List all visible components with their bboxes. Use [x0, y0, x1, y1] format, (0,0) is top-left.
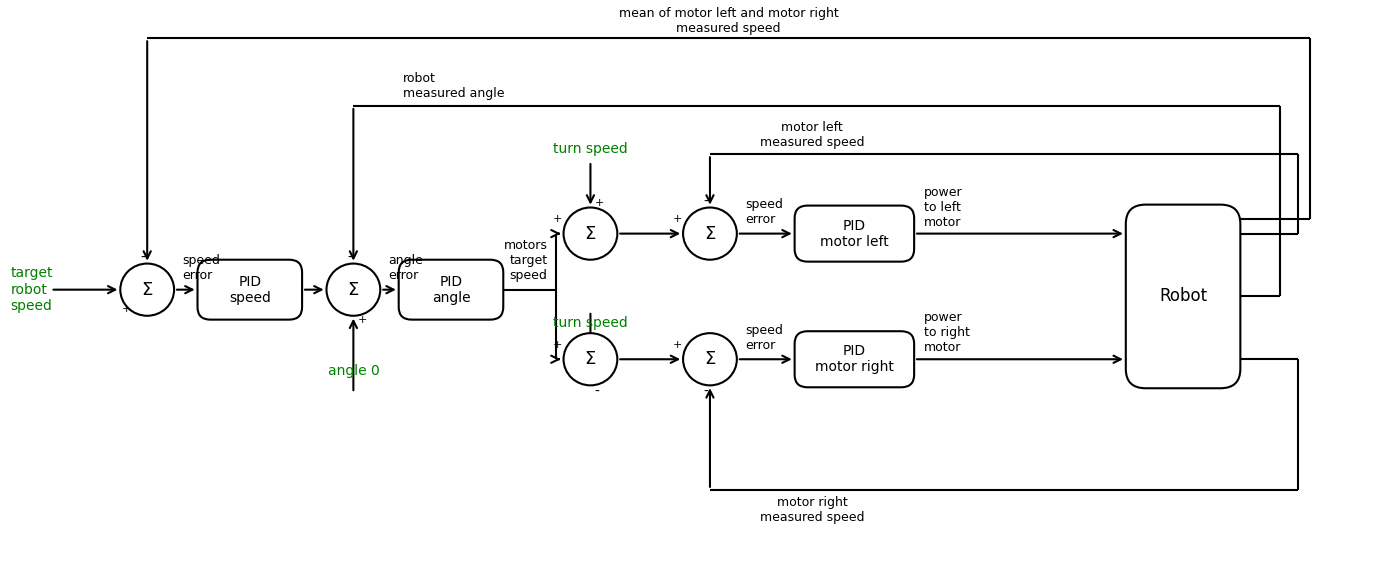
Text: $\Sigma$: $\Sigma$ — [704, 350, 715, 368]
Text: turn speed: turn speed — [553, 142, 627, 157]
Text: speed
error: speed error — [745, 198, 783, 226]
Text: mean of motor left and motor right
measured speed: mean of motor left and motor right measu… — [619, 7, 839, 34]
Text: +: + — [553, 214, 563, 224]
Text: -: - — [704, 384, 708, 398]
Text: PID
angle: PID angle — [431, 275, 470, 305]
Text: +: + — [357, 315, 367, 325]
Text: target
robot
speed: target robot speed — [11, 267, 53, 313]
Text: power
to left
motor: power to left motor — [924, 186, 963, 229]
Text: PID
speed: PID speed — [228, 275, 270, 305]
FancyBboxPatch shape — [795, 331, 914, 387]
Circle shape — [120, 264, 174, 316]
Text: motors
target
speed: motors target speed — [504, 239, 547, 282]
FancyBboxPatch shape — [197, 260, 302, 320]
Circle shape — [683, 333, 736, 385]
Circle shape — [683, 207, 736, 260]
Text: angle
error: angle error — [388, 254, 423, 282]
Circle shape — [564, 333, 617, 385]
Text: -: - — [347, 250, 351, 264]
FancyBboxPatch shape — [795, 206, 914, 262]
Text: +: + — [553, 340, 563, 350]
Text: angle 0: angle 0 — [328, 364, 379, 378]
Text: speed
error: speed error — [182, 254, 220, 282]
Text: $\Sigma$: $\Sigma$ — [584, 225, 596, 242]
FancyBboxPatch shape — [399, 260, 503, 320]
Text: motor right
measured speed: motor right measured speed — [760, 496, 864, 524]
Text: robot
measured angle: robot measured angle — [403, 72, 504, 100]
Text: motor left
measured speed: motor left measured speed — [760, 120, 864, 149]
Text: +: + — [672, 340, 682, 350]
Text: +: + — [595, 198, 603, 208]
Text: -: - — [704, 194, 708, 208]
Text: $\Sigma$: $\Sigma$ — [141, 281, 154, 299]
Text: $\Sigma$: $\Sigma$ — [347, 281, 360, 299]
Text: -: - — [595, 384, 599, 398]
Circle shape — [326, 264, 381, 316]
Text: power
to right
motor: power to right motor — [924, 311, 970, 354]
Circle shape — [564, 207, 617, 260]
Text: PID
motor left: PID motor left — [820, 219, 889, 249]
FancyBboxPatch shape — [1126, 205, 1240, 388]
Text: $\Sigma$: $\Sigma$ — [704, 225, 715, 242]
Text: +: + — [672, 214, 682, 224]
Text: Robot: Robot — [1159, 288, 1207, 306]
Text: PID
motor right: PID motor right — [815, 344, 893, 375]
Text: +: + — [122, 304, 130, 314]
Text: turn speed: turn speed — [553, 316, 627, 330]
Text: $\Sigma$: $\Sigma$ — [584, 350, 596, 368]
Text: speed
error: speed error — [745, 324, 783, 351]
Text: -: - — [141, 250, 146, 264]
